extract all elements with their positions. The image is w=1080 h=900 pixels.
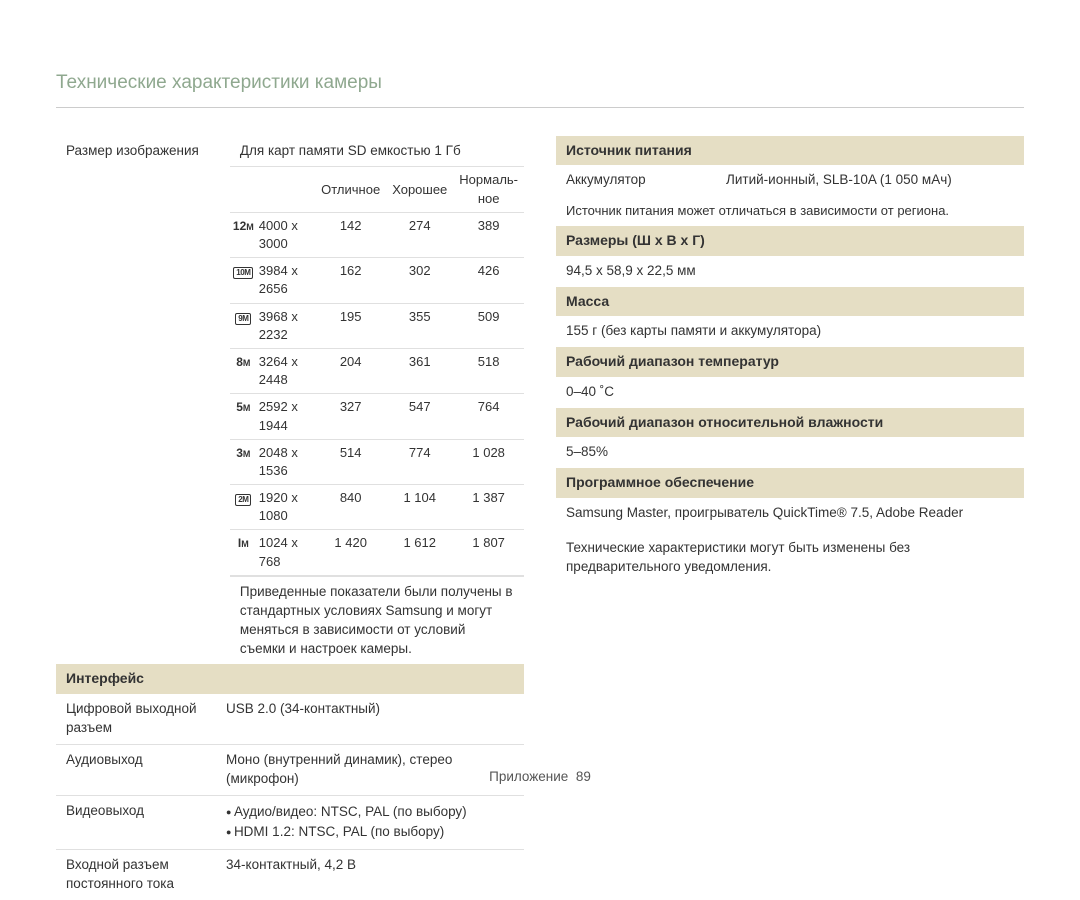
size-value: 1 807 [453, 530, 524, 575]
resolution: 2592 x 1944 [257, 394, 315, 439]
q-header-0: Отличное [315, 167, 386, 212]
size-value: 274 [386, 212, 453, 257]
power-header: Источник питания [556, 136, 1024, 166]
interface-bullet: HDMI 1.2: NTSC, PAL (по выбору) [226, 822, 514, 843]
temp-value: 0–40 ˚C [556, 377, 1024, 408]
size-value: 514 [315, 439, 386, 484]
hum-header: Рабочий диапазон относительной влажности [556, 408, 1024, 438]
q-header-1: Хорошее [386, 167, 453, 212]
resolution: 3264 x 2448 [257, 348, 315, 393]
size-note: Приведенные показатели были получены в с… [230, 576, 524, 664]
interface-row: ВидеовыходАудио/видео: NTSC, PAL (по выб… [56, 795, 524, 850]
interface-value: USB 2.0 (34-контактный) [216, 694, 524, 744]
size-value: 204 [315, 348, 386, 393]
interface-value: Аудио/видео: NTSC, PAL (по выбору)HDMI 1… [216, 795, 524, 850]
soft-header: Программное обеспечение [556, 468, 1024, 498]
interface-value: 34-контактный, 4,2 В [216, 850, 524, 900]
resolution: 2048 x 1536 [257, 439, 315, 484]
resolution: 3984 x 2656 [257, 258, 315, 303]
image-size-table: Размер изображения Для карт памяти SD ем… [56, 136, 524, 665]
interface-label: Видеовыход [56, 795, 216, 850]
dim-header: Размеры (Ш x В x Г) [556, 226, 1024, 256]
size-value: 162 [315, 258, 386, 303]
size-icon: 5M [230, 394, 257, 439]
size-row: 12M4000 x 3000142274389 [230, 212, 524, 257]
size-row: IM1024 x 7681 4201 6121 807 [230, 530, 524, 575]
size-row: 5M2592 x 1944327547764 [230, 394, 524, 439]
divider [56, 107, 1024, 108]
size-row: 10M3984 x 2656162302426 [230, 258, 524, 303]
resolution: 4000 x 3000 [257, 212, 315, 257]
interface-label: Цифровой выходной разъем [56, 694, 216, 744]
interface-bullet: Аудио/видео: NTSC, PAL (по выбору) [226, 802, 514, 823]
mass-value: 155 г (без карты памяти и аккумулятора) [556, 316, 1024, 347]
power-value: Литий-ионный, SLB-10A (1 050 мАч) [726, 171, 1014, 190]
size-icon: 10M [230, 258, 257, 303]
dim-value: 94,5 x 58,9 x 22,5 мм [556, 256, 1024, 287]
size-value: 1 612 [386, 530, 453, 575]
interface-row: Цифровой выходной разъемUSB 2.0 (34-конт… [56, 694, 524, 744]
size-value: 774 [386, 439, 453, 484]
size-row: 9M3968 x 2232195355509 [230, 303, 524, 348]
size-value: 1 028 [453, 439, 524, 484]
size-value: 361 [386, 348, 453, 393]
disclaimer: Технические характеристики могут быть из… [556, 529, 1024, 577]
size-value: 509 [453, 303, 524, 348]
footer-label: Приложение [489, 769, 568, 784]
temp-header: Рабочий диапазон температур [556, 347, 1024, 377]
page-title: Технические характеристики камеры [56, 70, 1024, 97]
power-label: Аккумулятор [566, 171, 726, 190]
hum-value: 5–85% [556, 437, 1024, 468]
power-row: Аккумулятор Литий-ионный, SLB-10A (1 050… [556, 165, 1024, 196]
size-value: 355 [386, 303, 453, 348]
interface-table: Цифровой выходной разъемUSB 2.0 (34-конт… [56, 694, 524, 900]
size-value: 142 [315, 212, 386, 257]
size-icon: IM [230, 530, 257, 575]
page-number: 89 [576, 769, 591, 784]
size-value: 518 [453, 348, 524, 393]
size-value: 426 [453, 258, 524, 303]
footer: Приложение 89 [0, 768, 1080, 787]
image-size-label: Размер изображения [56, 136, 230, 665]
interface-label: Входной разъем постоянного тока [56, 850, 216, 900]
size-value: 1 387 [453, 485, 524, 530]
size-row: 2M1920 x 10808401 1041 387 [230, 485, 524, 530]
size-icon: 12M [230, 212, 257, 257]
size-value: 1 104 [386, 485, 453, 530]
resolution: 3968 x 2232 [257, 303, 315, 348]
size-row: 8M3264 x 2448204361518 [230, 348, 524, 393]
sd-caption: Для карт памяти SD емкостью 1 Гб [230, 136, 524, 168]
size-row: 3M2048 x 15365147741 028 [230, 439, 524, 484]
size-value: 327 [315, 394, 386, 439]
size-value: 547 [386, 394, 453, 439]
size-icon: 9M [230, 303, 257, 348]
size-value: 195 [315, 303, 386, 348]
size-icon: 2M [230, 485, 257, 530]
size-icon: 8M [230, 348, 257, 393]
resolution: 1024 x 768 [257, 530, 315, 575]
power-note: Источник питания может отличаться в зави… [556, 196, 1024, 226]
size-value: 840 [315, 485, 386, 530]
size-value: 389 [453, 212, 524, 257]
interface-header: Интерфейс [56, 664, 524, 694]
size-value: 764 [453, 394, 524, 439]
soft-value: Samsung Master, проигрыватель QuickTime®… [556, 498, 1024, 529]
interface-row: Входной разъем постоянного тока34-контак… [56, 850, 524, 900]
size-quality-table: Отличное Хорошее Нормаль- ное 12M4000 x … [230, 167, 524, 575]
mass-header: Масса [556, 287, 1024, 317]
size-icon: 3M [230, 439, 257, 484]
q-header-2: Нормаль- ное [453, 167, 524, 212]
page: Технические характеристики камеры Размер… [0, 0, 1080, 900]
size-value: 302 [386, 258, 453, 303]
size-value: 1 420 [315, 530, 386, 575]
resolution: 1920 x 1080 [257, 485, 315, 530]
